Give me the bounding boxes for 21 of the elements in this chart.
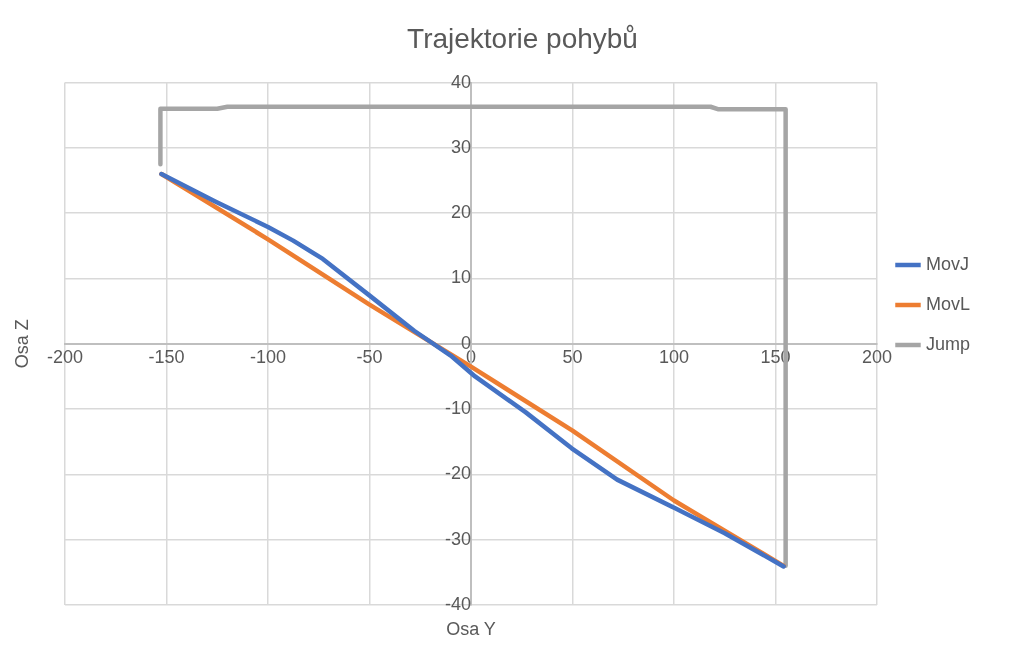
y-tick-label: 10 <box>450 267 471 288</box>
y-tick-label: 40 <box>450 71 471 92</box>
legend-label: MovJ <box>925 253 969 274</box>
x-tick-label: 100 <box>658 346 690 367</box>
y-tick-label: -30 <box>444 528 471 549</box>
chart-title: Trajektorie pohybů <box>407 22 638 54</box>
y-tick-label: -10 <box>444 398 471 419</box>
legend-label: Jump <box>925 333 970 354</box>
x-axis-title: Osa Y <box>446 618 496 639</box>
y-tick-label: 20 <box>450 202 471 223</box>
y-tick-label: 30 <box>450 136 471 157</box>
y-tick-label: -40 <box>444 593 471 614</box>
x-tick-label: -50 <box>356 346 383 367</box>
x-tick-label: -200 <box>46 346 84 367</box>
x-tick-label: 50 <box>562 346 583 367</box>
y-axis-title: Osa Z <box>11 319 32 369</box>
x-tick-label: -150 <box>148 346 185 367</box>
x-tick-label: 200 <box>861 346 893 367</box>
x-tick-label: -100 <box>249 346 287 367</box>
legend-label: MovL <box>925 293 970 314</box>
y-tick-label: -20 <box>444 463 471 484</box>
